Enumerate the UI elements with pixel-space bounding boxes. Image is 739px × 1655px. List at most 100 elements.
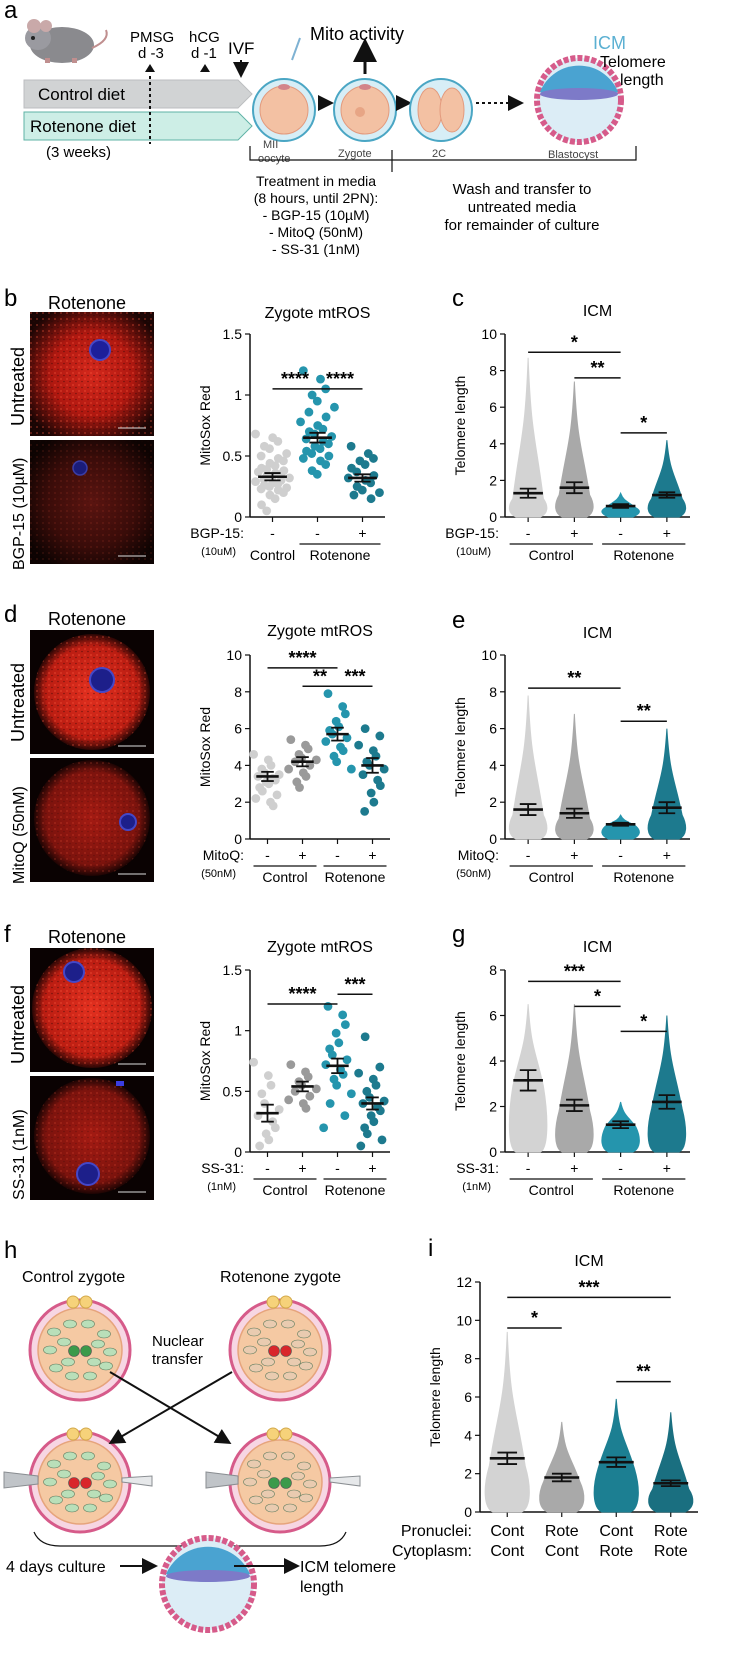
chart-title: Zygote mtROS: [267, 623, 373, 640]
data-point: [375, 1062, 385, 1072]
data-point: [334, 722, 344, 732]
sign-label: -: [265, 1160, 270, 1176]
data-point: [330, 402, 339, 412]
control-zygote-icon: [28, 1295, 132, 1402]
wash-line: untreated media: [468, 199, 577, 216]
sign-label: -: [618, 847, 623, 863]
treatment-text: Treatment in media (8 hours, until 2PN):…: [254, 173, 379, 257]
data-point: [262, 506, 272, 516]
pronuclei-label: Cont: [599, 1523, 633, 1540]
sign-label: +: [298, 847, 306, 863]
violin: [647, 440, 687, 518]
y-tick-label: 4: [234, 757, 242, 773]
significance-stars: **: [313, 666, 327, 686]
mitochondrion: [261, 1357, 275, 1367]
panel-letter: g: [452, 921, 465, 948]
y-tick-label: 0.5: [223, 1083, 243, 1099]
y-axis-label: MitoSox Red: [197, 1021, 213, 1101]
panel-letter-f: f: [4, 921, 11, 948]
data-point: [265, 482, 274, 491]
y-axis-label: Telomere length: [427, 1347, 443, 1447]
panel-letter: i: [428, 1235, 433, 1262]
pmsg-marker: [145, 64, 155, 72]
dose-label: (50nM): [456, 868, 491, 880]
panel-letter: c: [452, 285, 464, 312]
data-point: [266, 1080, 276, 1090]
pmsg-day: d -3: [138, 45, 164, 62]
data-point: [266, 761, 276, 770]
data-point: [358, 770, 368, 779]
icm-telomere-label: ICM telomere: [300, 1559, 396, 1576]
y-tick-label: 8: [489, 962, 497, 978]
mitochondrion: [247, 1459, 261, 1469]
row-label: Cytoplasm:: [392, 1543, 472, 1560]
rotenone-diet-arrow: [23, 111, 253, 141]
significance-stars: ***: [344, 974, 365, 994]
significance-stars: **: [637, 701, 651, 721]
y-tick-label: 10: [481, 647, 497, 663]
y-tick-label: 0: [234, 1144, 242, 1160]
sign-label: +: [570, 525, 578, 541]
data-point: [360, 807, 370, 816]
panel-b-bottom-label: BGP-15 (10µM): [11, 458, 28, 570]
mitochondrion: [103, 1347, 117, 1357]
sign-label: -: [618, 525, 623, 541]
data-point: [319, 1123, 329, 1133]
y-tick-label: 0: [489, 1144, 497, 1160]
y-tick-label: 6: [489, 399, 497, 415]
mitochondrion: [287, 1357, 301, 1367]
significance-stars: *: [594, 986, 601, 1006]
mitochondrion: [81, 1319, 95, 1329]
data-point: [356, 1141, 366, 1151]
mitochondrion: [283, 1371, 297, 1381]
sign-label: +: [663, 525, 671, 541]
pronucleus: [268, 1477, 280, 1489]
mitochondrion: [243, 1345, 257, 1355]
mii-oocyte-icon: [252, 78, 316, 142]
data-point: [342, 733, 352, 743]
treatment-label: MitoQ:: [458, 847, 499, 863]
violin: [508, 695, 548, 840]
control-zygote-label: Control zygote: [22, 1269, 125, 1286]
pronucleus: [280, 1345, 292, 1357]
mitochondrion: [57, 1469, 71, 1479]
mitochondrion: [99, 1361, 113, 1371]
cytoplasm-label: Rote: [654, 1543, 688, 1560]
data-point: [338, 1069, 348, 1079]
panel-b: b Rotenone Untreated BGP-15 (10µM): [4, 285, 154, 570]
wash-line: for remainder of culture: [444, 217, 599, 234]
sign-label: -: [335, 1160, 340, 1176]
data-point: [311, 1084, 321, 1094]
mitochondrion: [297, 1329, 311, 1339]
significance-stars: ****: [326, 369, 354, 389]
data-point: [332, 1080, 342, 1090]
data-point: [286, 1060, 296, 1070]
y-tick-label: 10: [226, 647, 242, 663]
row-label: Pronuclei:: [401, 1523, 472, 1540]
mitochondrion: [303, 1347, 317, 1357]
data-point: [270, 775, 280, 785]
y-tick-label: 10: [456, 1312, 472, 1328]
data-point: [263, 1071, 273, 1080]
data-point: [265, 444, 274, 454]
data-point: [375, 781, 385, 791]
pronucleus: [268, 1345, 280, 1357]
dose-label: (1nM): [207, 1181, 236, 1193]
mitochondrion: [43, 1345, 57, 1355]
data-point: [279, 488, 288, 497]
violin: [484, 1331, 530, 1513]
rotenone-diet-label: Rotenone diet: [30, 117, 136, 136]
micrograph-untreated: [30, 630, 154, 754]
sign-label: +: [570, 1160, 578, 1176]
data-point: [256, 484, 266, 494]
group-label: Rotenone: [325, 869, 386, 885]
mitochondrion: [303, 1479, 317, 1489]
significance-stars: *: [640, 413, 647, 433]
violin: [648, 1412, 694, 1513]
mitochondrion: [49, 1495, 63, 1505]
panel-letter-h: h: [4, 1237, 17, 1264]
mitochondrion: [97, 1329, 111, 1339]
violin: [593, 1398, 639, 1513]
length-label: length: [300, 1579, 344, 1596]
